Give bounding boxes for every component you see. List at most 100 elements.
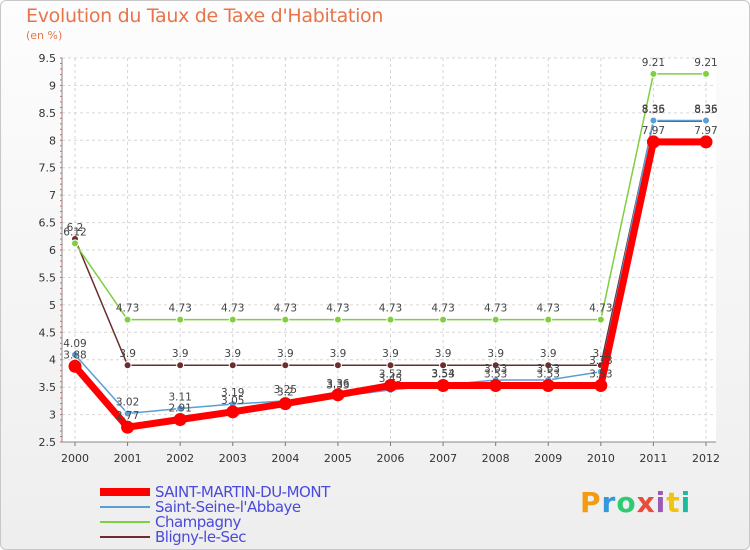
x-tick-label: 2002: [166, 452, 194, 465]
logo-letter: i: [680, 486, 692, 519]
logo-letter: x: [636, 486, 656, 519]
y-tick-label: 3: [49, 409, 56, 422]
data-label: 3.33: [326, 379, 349, 391]
data-point: [541, 378, 555, 392]
data-point: [594, 378, 608, 392]
legend-label: Bligny-le-Sec: [155, 528, 246, 546]
x-tick-label: 2001: [114, 452, 142, 465]
y-tick-label: 8: [49, 134, 56, 147]
data-point: [649, 116, 658, 125]
y-tick-label: 2.5: [39, 436, 57, 449]
data-label: 3.9: [540, 348, 557, 360]
data-point: [699, 135, 713, 149]
data-label: 7.97: [642, 125, 665, 137]
data-label: 3.25: [274, 384, 297, 396]
data-label: 3.63: [537, 363, 560, 375]
data-label: 4.73: [379, 303, 402, 315]
legend-label: SAINT-MARTIN-DU-MONT: [155, 483, 331, 501]
data-point: [386, 361, 395, 370]
data-label: 3.63: [484, 363, 507, 375]
legend-label: Champagny: [155, 513, 242, 531]
data-label: 4.73: [274, 303, 297, 315]
data-point: [176, 361, 185, 370]
data-label: 3.53: [589, 368, 612, 380]
data-label: 3.45: [379, 373, 402, 385]
y-tick-label: 6: [49, 244, 56, 257]
logo-letter: r: [601, 486, 617, 519]
data-label: 3.2: [277, 387, 294, 399]
data-point: [281, 315, 290, 324]
y-tick-label: 8.5: [39, 107, 57, 120]
data-point: [68, 359, 82, 373]
data-label: 8.35: [694, 104, 717, 116]
data-label: 4.73: [221, 303, 244, 315]
data-label: 8.35: [642, 104, 665, 116]
data-point: [123, 361, 132, 370]
y-tick-label: 5: [49, 299, 56, 312]
x-tick-label: 2011: [639, 452, 667, 465]
data-point: [226, 405, 240, 419]
data-point: [544, 315, 553, 324]
data-label: 3.88: [63, 349, 86, 361]
data-point: [489, 378, 503, 392]
data-label: 2.77: [116, 410, 139, 422]
data-point: [71, 350, 79, 359]
data-point: [331, 388, 345, 402]
data-point: [491, 361, 500, 370]
data-label: 3.78: [589, 355, 612, 367]
data-label: 3.9: [224, 348, 241, 360]
data-label: 4.73: [326, 303, 349, 315]
data-point: [439, 315, 448, 324]
data-label: 6.12: [63, 226, 86, 238]
data-point: [228, 315, 237, 324]
data-label: 3.9: [172, 348, 189, 360]
y-tick-label: 7: [49, 189, 56, 202]
x-tick-label: 2004: [271, 452, 299, 465]
x-tick-label: 2007: [429, 452, 457, 465]
data-point: [596, 315, 605, 324]
x-tick-label: 2000: [61, 452, 89, 465]
data-label: 3.9: [487, 348, 504, 360]
data-label: 4.73: [589, 303, 612, 315]
data-point: [702, 116, 710, 125]
data-label: 4.73: [484, 303, 507, 315]
data-label: 4.73: [537, 303, 560, 315]
data-point: [333, 315, 342, 324]
data-label: 3.9: [119, 348, 136, 360]
data-labels: 6.23.9 3.9 3.9 3.9 3.9 3.9 3.9 3.9 3.9 3.98.35 8.3…: [63, 57, 718, 422]
data-label: 3.36: [326, 378, 350, 390]
y-tick-label: 9.5: [39, 52, 57, 65]
x-tick-label: 2006: [377, 452, 405, 465]
data-point: [439, 361, 448, 370]
data-point: [121, 420, 135, 434]
data-point: [176, 404, 185, 413]
data-label: 3.53: [537, 368, 560, 380]
legend-label: Saint-Seine-l'Abbaye: [155, 498, 301, 516]
data-point: [702, 69, 710, 78]
data-label: 4.73: [431, 303, 454, 315]
data-point: [281, 361, 290, 370]
data-label: 3.53: [431, 368, 454, 380]
data-point: [173, 413, 187, 427]
y-tick-label: 5.5: [39, 271, 57, 284]
y-tick-label: 3.5: [39, 381, 57, 394]
x-tick-label: 2003: [219, 452, 247, 465]
y-tick-label: 7.5: [39, 162, 57, 175]
proxiti-logo: Proxiti: [580, 486, 691, 519]
logo-letter: o: [616, 486, 637, 519]
data-point: [646, 135, 660, 149]
data-label: 3.19: [221, 387, 244, 399]
chart-title: Evolution du Taux de Taxe d'Habitation: [26, 5, 384, 27]
data-label: 8.36: [694, 104, 718, 116]
data-label: 3.53: [379, 368, 402, 380]
data-label: 7.97: [694, 125, 717, 137]
data-label: 8.36: [642, 104, 666, 116]
logo-letter: i: [655, 486, 667, 519]
data-point: [228, 361, 237, 370]
x-tick-label: 2005: [324, 452, 352, 465]
data-label: 3.11: [168, 392, 191, 404]
x-tick-label: 2009: [534, 452, 562, 465]
data-point: [491, 315, 500, 324]
